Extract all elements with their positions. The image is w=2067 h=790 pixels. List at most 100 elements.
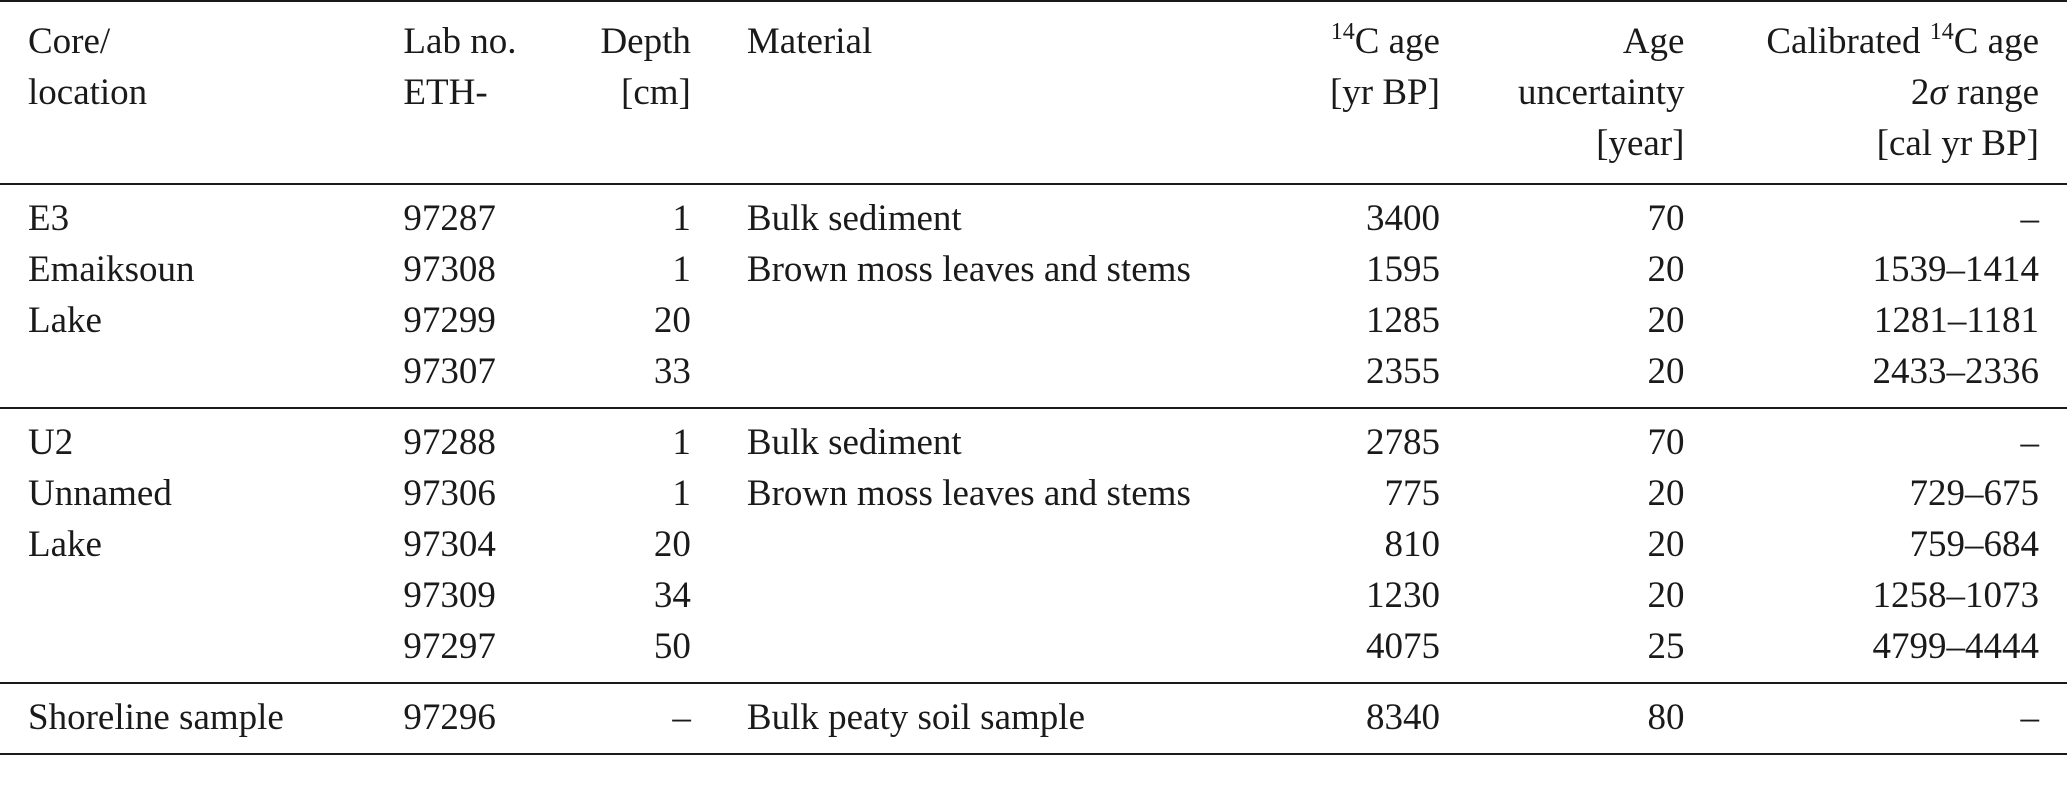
cell-uncertainty: 20: [1647, 351, 1685, 392]
cell-core: Emaiksoun: [28, 249, 195, 290]
header-cal-line-1: Calibrated 14C age: [1684, 16, 2039, 67]
cell-material: [691, 295, 1191, 346]
cell-calibrated: 759–684: [1909, 524, 2040, 565]
cell-calibrated: 2433–2336: [1872, 351, 2040, 392]
cell-depth: –: [672, 697, 691, 738]
cell-core: E3: [28, 198, 70, 239]
cell-lab: 97288: [403, 422, 496, 463]
cell-core: Unnamed: [28, 473, 172, 514]
cell-calibrated: –: [2020, 422, 2040, 463]
table-row: Lake 97299 20 1285 20 1281–1181: [0, 295, 2067, 346]
cell-age: 810: [1384, 524, 1440, 565]
header-depth: Depth [cm]: [571, 0, 691, 185]
radiocarbon-dates-table: Core/ location Lab no. ETH- Depth [cm] M…: [0, 0, 2067, 754]
cell-uncertainty: 20: [1647, 575, 1685, 616]
group-shoreline-sample: Shoreline sample 97296 – Bulk peaty soil…: [0, 683, 2067, 754]
cell-uncertainty: 20: [1647, 524, 1685, 565]
cell-lab: 97304: [403, 524, 496, 565]
cell-material: Brown moss leaves and stems: [746, 473, 1191, 514]
cell-uncertainty: 20: [1647, 300, 1685, 341]
cell-lab: 97307: [403, 351, 496, 392]
cell-material: [691, 519, 1191, 570]
header-14c-age: 14C age [yr BP]: [1190, 0, 1440, 185]
cell-calibrated: –: [2020, 198, 2040, 239]
header-age-line-1: 14C age: [1191, 16, 1440, 67]
header-core-line-2: location: [28, 72, 148, 113]
cell-material: Brown moss leaves and stems: [746, 249, 1191, 290]
cell-material: [691, 346, 1191, 408]
cell-age: 2785: [1365, 422, 1440, 463]
cell-age: 8340: [1365, 697, 1440, 738]
cell-lab: 97308: [403, 249, 496, 290]
cell-calibrated: –: [2020, 697, 2040, 738]
cell-depth: 50: [653, 626, 691, 667]
header-cal-line-2: 2σ range: [1684, 67, 2039, 118]
cell-age: 1230: [1365, 575, 1440, 616]
cell-age: 4075: [1365, 626, 1440, 667]
cell-material: Bulk peaty soil sample: [746, 697, 1085, 738]
group-e3-emaiksoun-lake: E3 97287 1 Bulk sediment 3400 70 – Emaik…: [0, 184, 2067, 408]
table-row: E3 97287 1 Bulk sediment 3400 70 –: [0, 184, 2067, 244]
header-row: Core/ location Lab no. ETH- Depth [cm] M…: [0, 0, 2067, 185]
table-row: Emaiksoun 97308 1 Brown moss leaves and …: [0, 244, 2067, 295]
cell-lab: 97296: [403, 697, 496, 738]
cell-age: 775: [1384, 473, 1440, 514]
header-lab-line-2: ETH-: [403, 72, 488, 113]
cell-depth: 1: [672, 198, 691, 239]
cell-depth: 1: [672, 422, 691, 463]
cell-depth: 34: [653, 575, 691, 616]
cell-uncertainty: 25: [1647, 626, 1685, 667]
header-age-superscript: 14: [1330, 19, 1355, 45]
cell-core: [0, 621, 375, 683]
table-row: 97309 34 1230 20 1258–1073: [0, 570, 2067, 621]
header-lab-line-1: Lab no.: [403, 21, 517, 62]
cell-uncertainty: 20: [1647, 249, 1685, 290]
cell-depth: 1: [672, 473, 691, 514]
header-age-main: C age: [1354, 21, 1440, 62]
header-age-unit: [yr BP]: [1329, 72, 1440, 113]
cell-lab: 97309: [403, 575, 496, 616]
table-row: Unnamed 97306 1 Brown moss leaves and st…: [0, 468, 2067, 519]
header-unc-line-2: uncertainty: [1518, 72, 1685, 113]
header-core-location: Core/ location: [0, 0, 376, 185]
cell-material: Bulk sediment: [746, 422, 962, 463]
cell-calibrated: 1539–1414: [1872, 249, 2040, 290]
cell-core: Lake: [28, 524, 102, 565]
table-row: U2 97288 1 Bulk sediment 2785 70 –: [0, 408, 2067, 468]
cell-calibrated: 1281–1181: [1873, 300, 2039, 341]
cell-uncertainty: 70: [1647, 422, 1685, 463]
cell-calibrated: 4799–4444: [1872, 626, 2040, 667]
cell-core: U2: [28, 422, 74, 463]
cell-uncertainty: 20: [1647, 473, 1685, 514]
cell-core: Lake: [28, 300, 102, 341]
table-header: Core/ location Lab no. ETH- Depth [cm] M…: [0, 0, 2067, 185]
table-row: Lake 97304 20 810 20 759–684: [0, 519, 2067, 570]
cell-uncertainty: 80: [1647, 697, 1685, 738]
table-row: 97297 50 4075 25 4799–4444: [0, 621, 2067, 683]
cell-material: Bulk sediment: [746, 198, 962, 239]
cell-core: [0, 346, 375, 408]
cell-core: Shoreline sample: [28, 697, 284, 738]
header-cal-main: C age: [1953, 21, 2039, 62]
cell-age: 3400: [1365, 198, 1440, 239]
cell-depth: 20: [653, 300, 691, 341]
header-cal-superscript: 14: [1929, 19, 1954, 45]
header-material-line-1: Material: [746, 21, 873, 62]
cell-depth: 20: [653, 524, 691, 565]
table-row: Shoreline sample 97296 – Bulk peaty soil…: [0, 683, 2067, 754]
header-cal-prefix: Calibrated: [1766, 21, 1930, 62]
group-u2-unnamed-lake: U2 97288 1 Bulk sediment 2785 70 – Unnam…: [0, 408, 2067, 683]
cell-lab: 97306: [403, 473, 496, 514]
header-depth-line-2: [cm]: [621, 72, 691, 113]
cell-calibrated: 729–675: [1909, 473, 2040, 514]
cell-core: [0, 570, 375, 621]
cell-age: 1285: [1365, 300, 1440, 341]
header-cal-unit: [cal yr BP]: [1876, 123, 2039, 164]
cell-lab: 97299: [403, 300, 496, 341]
cell-uncertainty: 70: [1647, 198, 1685, 239]
cell-age: 1595: [1365, 249, 1440, 290]
header-depth-line-1: Depth: [600, 21, 691, 62]
header-cal-sigma: σ: [1929, 72, 1948, 113]
cell-lab: 97297: [403, 626, 496, 667]
header-cal-range-prefix: 2: [1910, 72, 1930, 113]
